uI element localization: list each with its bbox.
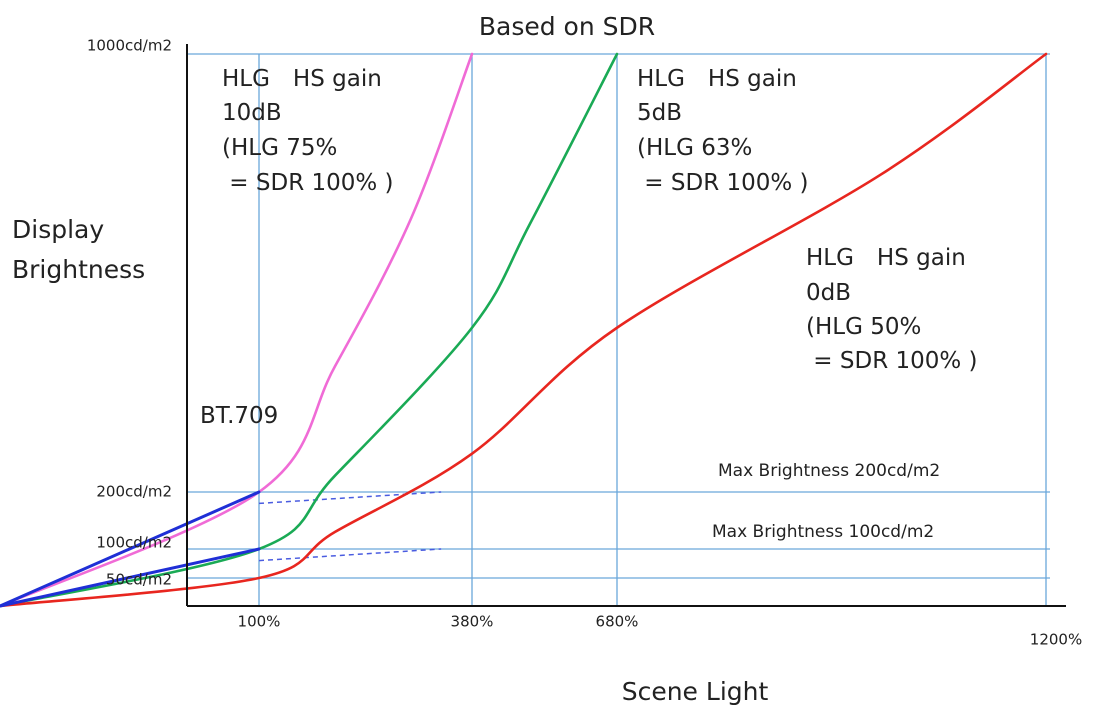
annotation-10db-line4: = SDR 100% ): [222, 170, 394, 196]
annotation-0db: HLG HS gain 0dB (HLG 50% = SDR 100% ): [806, 245, 978, 374]
annotation-0db-line3: (HLG 50%: [806, 314, 921, 340]
dashed-line-1: [258, 548, 442, 562]
x-tick-label-2: 680%: [596, 613, 639, 631]
axes: [186, 44, 1066, 607]
x-tick-label-0: 100%: [238, 613, 281, 631]
y-tick-label-1: 100cd/m2: [96, 534, 172, 552]
series-line-4: [0, 547, 261, 608]
chart-title: Based on SDR: [479, 12, 655, 41]
series-group: [0, 52, 1048, 608]
y-tick-label-0: 50cd/m2: [106, 571, 172, 589]
series-line-1: [0, 52, 619, 608]
max-brightness-200-label: Max Brightness 200cd/m2: [718, 461, 940, 481]
annotation-bt709: BT.709: [200, 403, 278, 429]
annotation-10db-line1: HLG HS gain: [222, 66, 382, 92]
annotation-0db-line2: 0dB: [806, 280, 851, 306]
series-line-3: [0, 490, 261, 608]
x-axis-title: Scene Light: [622, 677, 769, 706]
annotation-10db-line3: (HLG 75%: [222, 135, 337, 161]
annotation-5db-line4: = SDR 100% ): [637, 170, 809, 196]
annotation-0db-line1: HLG HS gain: [806, 245, 966, 271]
annotation-5db: HLG HS gain 5dB (HLG 63% = SDR 100% ): [637, 66, 809, 196]
series-line-0: [0, 52, 474, 608]
dashed-lines: [258, 491, 442, 562]
annotation-10db-line2: 10dB: [222, 100, 282, 126]
dashed-line-0: [258, 491, 442, 505]
x-tick-label-3: 1200%: [1030, 631, 1082, 649]
y-axis-title-line2: Brightness: [12, 255, 145, 284]
y-tick-label-3: 1000cd/m2: [87, 37, 172, 55]
annotation-0db-line4: = SDR 100% ): [806, 348, 978, 374]
tick-labels: 100% 380% 680% 1200% 50cd/m2 100cd/m2 200cd/m2…: [87, 37, 1082, 649]
annotation-10db: HLG HS gain 10dB (HLG 75% = SDR 100% ): [222, 66, 394, 196]
x-tick-label-1: 380%: [451, 613, 494, 631]
annotation-5db-line2: 5dB: [637, 100, 682, 126]
grid: [187, 53, 1050, 606]
annotation-5db-line1: HLG HS gain: [637, 66, 797, 92]
y-axis-title-line1: Display: [12, 215, 104, 244]
annotation-5db-line3: (HLG 63%: [637, 135, 752, 161]
series-line-2: [0, 52, 1048, 608]
y-tick-label-2: 200cd/m2: [96, 483, 172, 501]
max-brightness-100-label: Max Brightness 100cd/m2: [712, 522, 934, 542]
